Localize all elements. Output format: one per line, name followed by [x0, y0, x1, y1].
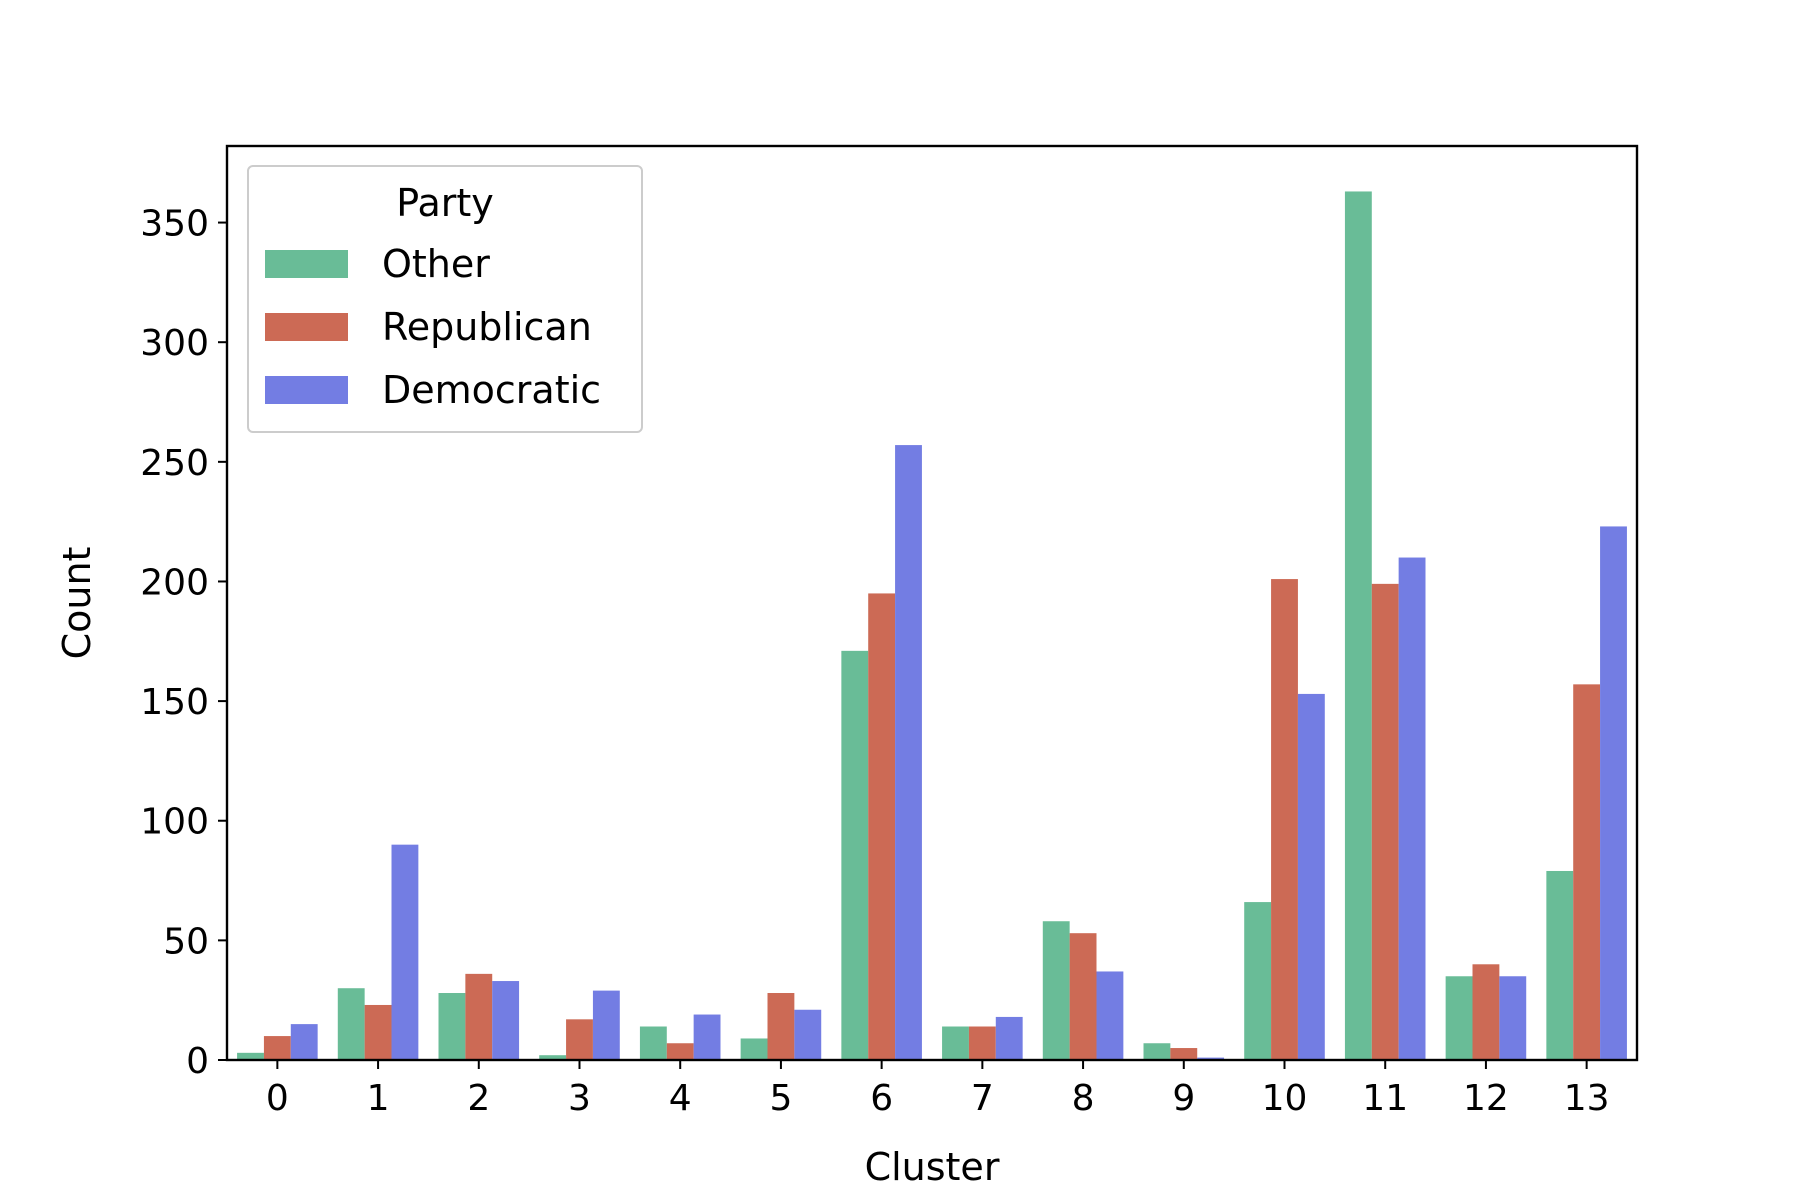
- x-tick-label: 6: [870, 1078, 893, 1119]
- bar-other-cluster-12: [1446, 976, 1473, 1060]
- bar-other-cluster-4: [640, 1027, 667, 1061]
- x-tick-label: 5: [769, 1078, 792, 1119]
- bar-other-cluster-5: [741, 1038, 768, 1060]
- bar-democratic-cluster-8: [1097, 971, 1124, 1060]
- bar-other-cluster-2: [439, 993, 466, 1060]
- legend-swatch-democratic: [265, 376, 348, 404]
- y-tick-label: 350: [140, 204, 209, 245]
- legend-label-other: Other: [382, 242, 490, 286]
- x-tick-label: 13: [1564, 1078, 1610, 1119]
- x-axis-label: Cluster: [865, 1145, 1000, 1189]
- bar-other-cluster-7: [942, 1027, 969, 1061]
- bar-democratic-cluster-7: [996, 1017, 1023, 1060]
- bar-republican-cluster-11: [1372, 584, 1399, 1060]
- bar-republican-cluster-3: [566, 1019, 593, 1060]
- x-tick-label: 2: [467, 1078, 490, 1119]
- bar-republican-cluster-1: [365, 1005, 392, 1060]
- x-tick-label: 8: [1072, 1078, 1095, 1119]
- bar-democratic-cluster-5: [794, 1010, 821, 1060]
- x-tick-label: 4: [669, 1078, 692, 1119]
- bar-republican-cluster-9: [1170, 1048, 1197, 1060]
- bar-republican-cluster-13: [1573, 684, 1600, 1060]
- bar-republican-cluster-10: [1271, 579, 1298, 1060]
- bar-democratic-cluster-10: [1298, 694, 1325, 1060]
- legend-title: Party: [396, 181, 494, 225]
- x-tick-label: 3: [568, 1078, 591, 1119]
- y-axis-label: Count: [55, 547, 99, 660]
- legend: Party Other Republican Democratic: [248, 166, 642, 432]
- bar-democratic-cluster-13: [1600, 526, 1627, 1060]
- y-tick-label: 0: [186, 1041, 209, 1082]
- x-tick-label: 9: [1172, 1078, 1195, 1119]
- bar-other-cluster-11: [1345, 191, 1372, 1060]
- bar-republican-cluster-5: [768, 993, 795, 1060]
- legend-label-democratic: Democratic: [382, 368, 601, 412]
- bar-democratic-cluster-6: [895, 445, 922, 1060]
- bar-republican-cluster-12: [1473, 964, 1500, 1060]
- bar-republican-cluster-0: [264, 1036, 291, 1060]
- y-tick-label: 300: [140, 323, 209, 364]
- bar-republican-cluster-8: [1070, 933, 1097, 1060]
- x-tick-label: 7: [971, 1078, 994, 1119]
- bar-democratic-cluster-2: [492, 981, 519, 1060]
- bar-democratic-cluster-3: [593, 991, 620, 1060]
- y-tick-label: 50: [163, 921, 209, 962]
- x-tick-label: 10: [1262, 1078, 1308, 1119]
- bar-other-cluster-1: [338, 988, 365, 1060]
- bar-democratic-cluster-11: [1399, 558, 1426, 1060]
- bar-republican-cluster-2: [465, 974, 492, 1060]
- bar-other-cluster-6: [841, 651, 868, 1060]
- x-tick-label: 12: [1463, 1078, 1509, 1119]
- legend-swatch-republican: [265, 313, 348, 341]
- bar-other-cluster-13: [1546, 871, 1573, 1060]
- bar-democratic-cluster-0: [291, 1024, 318, 1060]
- bar-republican-cluster-7: [969, 1027, 996, 1061]
- bar-other-cluster-9: [1144, 1043, 1171, 1060]
- bar-democratic-cluster-12: [1499, 976, 1526, 1060]
- y-tick-label: 200: [140, 562, 209, 603]
- legend-label-republican: Republican: [382, 305, 592, 349]
- bar-other-cluster-10: [1244, 902, 1271, 1060]
- bar-democratic-cluster-4: [694, 1015, 721, 1060]
- x-tick-label: 1: [367, 1078, 390, 1119]
- bar-democratic-cluster-1: [392, 845, 419, 1060]
- legend-swatch-other: [265, 250, 348, 278]
- bar-republican-cluster-4: [667, 1043, 694, 1060]
- y-tick-label: 250: [140, 443, 209, 484]
- x-tick-label: 11: [1362, 1078, 1408, 1119]
- bar-other-cluster-8: [1043, 921, 1070, 1060]
- bar-republican-cluster-6: [868, 593, 895, 1060]
- x-tick-label: 0: [266, 1078, 289, 1119]
- y-tick-label: 150: [140, 682, 209, 723]
- y-tick-label: 100: [140, 802, 209, 843]
